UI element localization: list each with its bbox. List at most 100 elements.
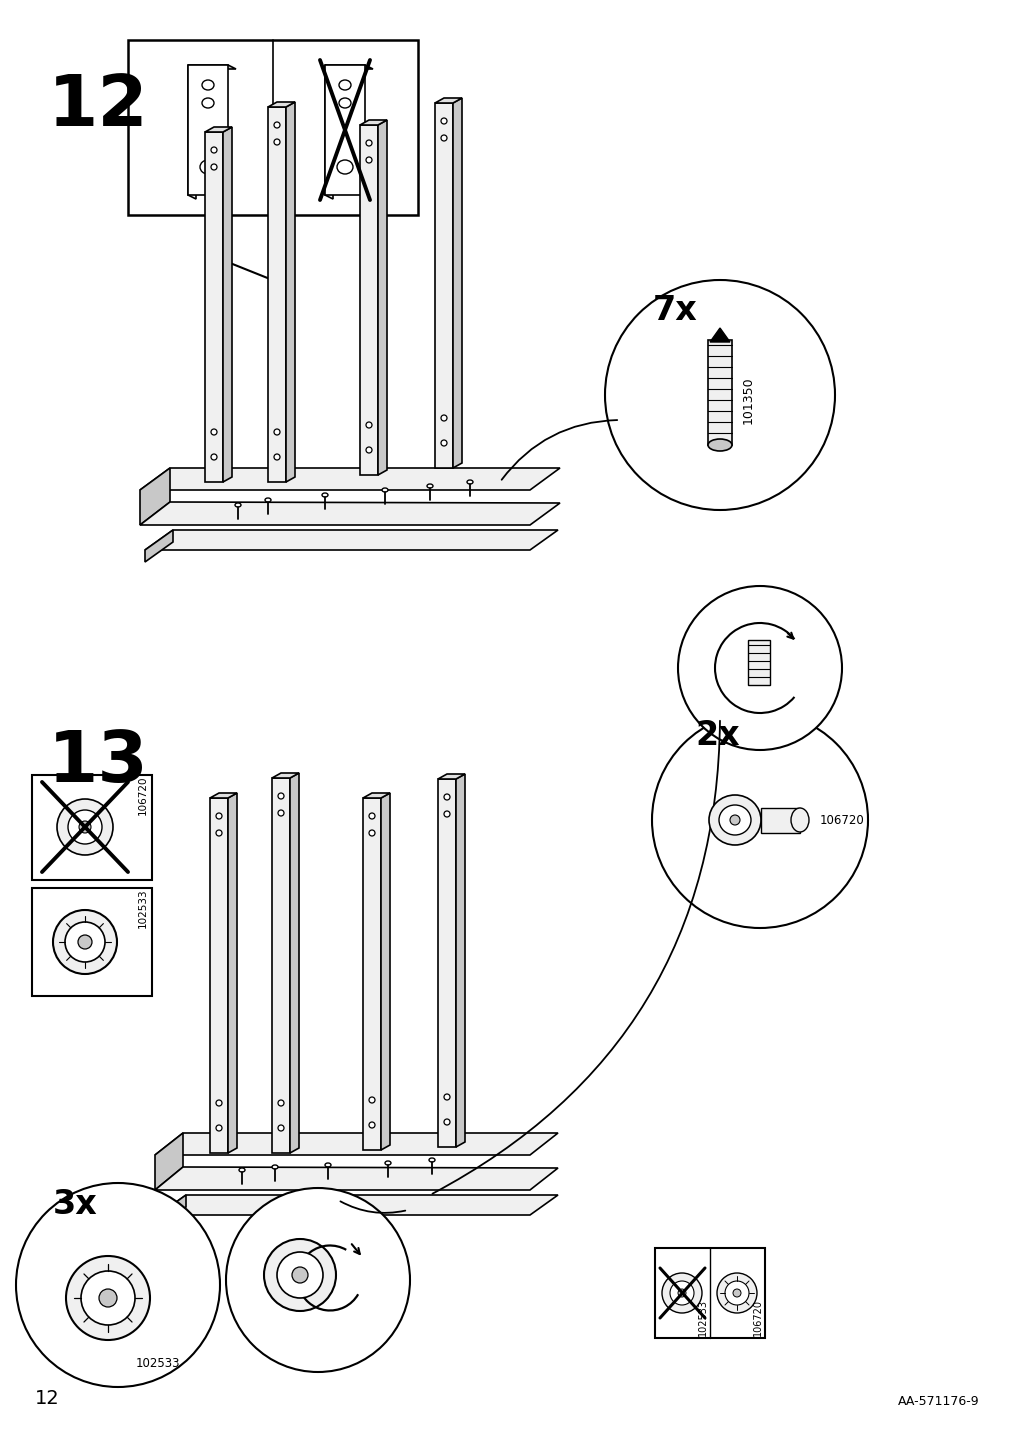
Polygon shape bbox=[456, 775, 464, 1147]
Ellipse shape bbox=[444, 1118, 450, 1126]
Ellipse shape bbox=[200, 160, 215, 175]
Polygon shape bbox=[268, 107, 286, 483]
Circle shape bbox=[99, 1289, 117, 1307]
Polygon shape bbox=[453, 97, 462, 468]
Ellipse shape bbox=[215, 1126, 221, 1131]
Polygon shape bbox=[363, 793, 389, 798]
Polygon shape bbox=[272, 773, 298, 778]
Circle shape bbox=[66, 1256, 150, 1340]
Polygon shape bbox=[710, 328, 729, 342]
Circle shape bbox=[79, 821, 91, 833]
Polygon shape bbox=[360, 120, 386, 125]
Circle shape bbox=[225, 1189, 409, 1372]
Ellipse shape bbox=[366, 158, 372, 163]
Ellipse shape bbox=[427, 484, 433, 488]
Circle shape bbox=[669, 1282, 694, 1305]
Bar bbox=[654, 1249, 764, 1337]
Ellipse shape bbox=[369, 813, 375, 819]
Polygon shape bbox=[210, 798, 227, 1153]
Polygon shape bbox=[435, 103, 453, 468]
Ellipse shape bbox=[369, 1097, 375, 1103]
Circle shape bbox=[661, 1273, 702, 1313]
Ellipse shape bbox=[272, 1166, 278, 1169]
Polygon shape bbox=[188, 64, 227, 195]
Polygon shape bbox=[325, 64, 365, 195]
Circle shape bbox=[264, 1239, 336, 1312]
Ellipse shape bbox=[274, 430, 280, 435]
Circle shape bbox=[716, 1273, 756, 1313]
Text: 7x: 7x bbox=[652, 294, 697, 326]
Text: 3x: 3x bbox=[53, 1189, 97, 1221]
Polygon shape bbox=[145, 530, 173, 561]
Text: 101350: 101350 bbox=[741, 377, 754, 424]
Text: 106720: 106720 bbox=[752, 1299, 762, 1336]
Ellipse shape bbox=[325, 1163, 331, 1167]
Circle shape bbox=[78, 935, 92, 949]
Polygon shape bbox=[158, 1194, 557, 1214]
Ellipse shape bbox=[366, 447, 372, 453]
Ellipse shape bbox=[215, 813, 221, 819]
Text: 102533: 102533 bbox=[137, 888, 148, 928]
Polygon shape bbox=[155, 1167, 557, 1190]
Polygon shape bbox=[435, 97, 462, 103]
Ellipse shape bbox=[444, 1094, 450, 1100]
Circle shape bbox=[16, 1183, 219, 1388]
Ellipse shape bbox=[441, 117, 447, 125]
Circle shape bbox=[729, 815, 739, 825]
Polygon shape bbox=[363, 798, 380, 1150]
Polygon shape bbox=[272, 778, 290, 1153]
Ellipse shape bbox=[366, 140, 372, 146]
Bar bbox=[747, 640, 769, 684]
Circle shape bbox=[605, 281, 834, 510]
Ellipse shape bbox=[274, 122, 280, 127]
Bar bbox=[127, 40, 418, 215]
Ellipse shape bbox=[441, 135, 447, 140]
Polygon shape bbox=[760, 808, 800, 833]
Polygon shape bbox=[155, 1133, 183, 1190]
Polygon shape bbox=[380, 793, 389, 1150]
Ellipse shape bbox=[369, 1123, 375, 1128]
Polygon shape bbox=[188, 64, 236, 69]
Ellipse shape bbox=[210, 454, 216, 460]
Text: 13: 13 bbox=[48, 727, 149, 798]
Polygon shape bbox=[378, 120, 386, 475]
Ellipse shape bbox=[278, 1100, 284, 1106]
Circle shape bbox=[724, 1282, 748, 1305]
Ellipse shape bbox=[274, 139, 280, 145]
Polygon shape bbox=[158, 1194, 186, 1227]
Polygon shape bbox=[325, 64, 333, 199]
Ellipse shape bbox=[366, 422, 372, 428]
Circle shape bbox=[53, 909, 117, 974]
Polygon shape bbox=[140, 468, 559, 490]
Polygon shape bbox=[227, 793, 237, 1153]
Polygon shape bbox=[360, 125, 378, 475]
Circle shape bbox=[677, 586, 841, 750]
Ellipse shape bbox=[210, 430, 216, 435]
Text: 102533: 102533 bbox=[135, 1358, 180, 1370]
Polygon shape bbox=[205, 127, 232, 132]
Circle shape bbox=[57, 799, 113, 855]
Circle shape bbox=[81, 1272, 134, 1325]
Ellipse shape bbox=[278, 1126, 284, 1131]
Ellipse shape bbox=[274, 454, 280, 460]
Ellipse shape bbox=[202, 97, 213, 107]
Ellipse shape bbox=[444, 811, 450, 818]
Polygon shape bbox=[438, 779, 456, 1147]
Circle shape bbox=[732, 1289, 740, 1297]
Bar bbox=[32, 775, 152, 881]
Ellipse shape bbox=[239, 1169, 245, 1171]
Ellipse shape bbox=[708, 440, 731, 451]
Ellipse shape bbox=[718, 805, 750, 835]
Ellipse shape bbox=[210, 147, 216, 153]
Text: 2x: 2x bbox=[695, 719, 740, 752]
Ellipse shape bbox=[337, 160, 353, 175]
Ellipse shape bbox=[278, 811, 284, 816]
Ellipse shape bbox=[369, 831, 375, 836]
Ellipse shape bbox=[466, 480, 472, 484]
Ellipse shape bbox=[709, 795, 760, 845]
Ellipse shape bbox=[444, 793, 450, 800]
Bar bbox=[32, 888, 152, 997]
Text: 12: 12 bbox=[48, 72, 149, 140]
Text: 12: 12 bbox=[35, 1389, 60, 1408]
Ellipse shape bbox=[321, 493, 328, 497]
